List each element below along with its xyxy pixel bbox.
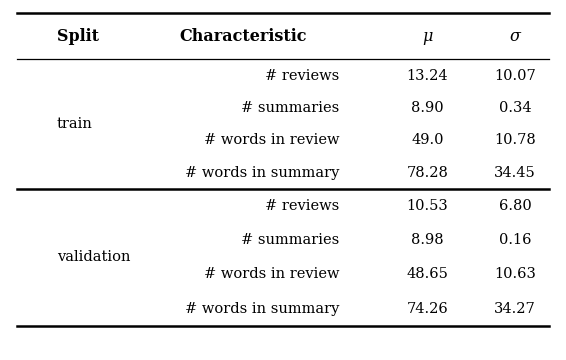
Text: # words in summary: # words in summary (185, 166, 340, 180)
Text: 6.80: 6.80 (499, 199, 531, 213)
Text: 0.16: 0.16 (499, 233, 531, 247)
Text: 78.28: 78.28 (406, 166, 448, 180)
Text: 13.24: 13.24 (406, 69, 448, 82)
Text: 8.90: 8.90 (411, 101, 444, 115)
Text: σ: σ (509, 27, 521, 45)
Text: # summaries: # summaries (241, 233, 340, 247)
Text: # summaries: # summaries (241, 101, 340, 115)
Text: 10.07: 10.07 (494, 69, 536, 82)
Text: # reviews: # reviews (265, 69, 340, 82)
Text: # reviews: # reviews (265, 199, 340, 213)
Text: 74.26: 74.26 (406, 302, 448, 316)
Text: 10.53: 10.53 (406, 199, 448, 213)
Text: train: train (57, 117, 92, 131)
Text: μ: μ (422, 27, 432, 45)
Text: 8.98: 8.98 (411, 233, 444, 247)
Text: # words in review: # words in review (204, 134, 340, 147)
Text: 10.78: 10.78 (494, 134, 536, 147)
Text: 10.63: 10.63 (494, 267, 536, 282)
Text: 0.34: 0.34 (499, 101, 531, 115)
Text: 49.0: 49.0 (411, 134, 444, 147)
Text: 48.65: 48.65 (406, 267, 448, 282)
Text: Characteristic: Characteristic (179, 27, 307, 45)
Text: # words in review: # words in review (204, 267, 340, 282)
Text: 34.45: 34.45 (494, 166, 536, 180)
Text: # words in summary: # words in summary (185, 302, 340, 316)
Text: validation: validation (57, 251, 130, 264)
Text: 34.27: 34.27 (494, 302, 536, 316)
Text: Split: Split (57, 27, 98, 45)
